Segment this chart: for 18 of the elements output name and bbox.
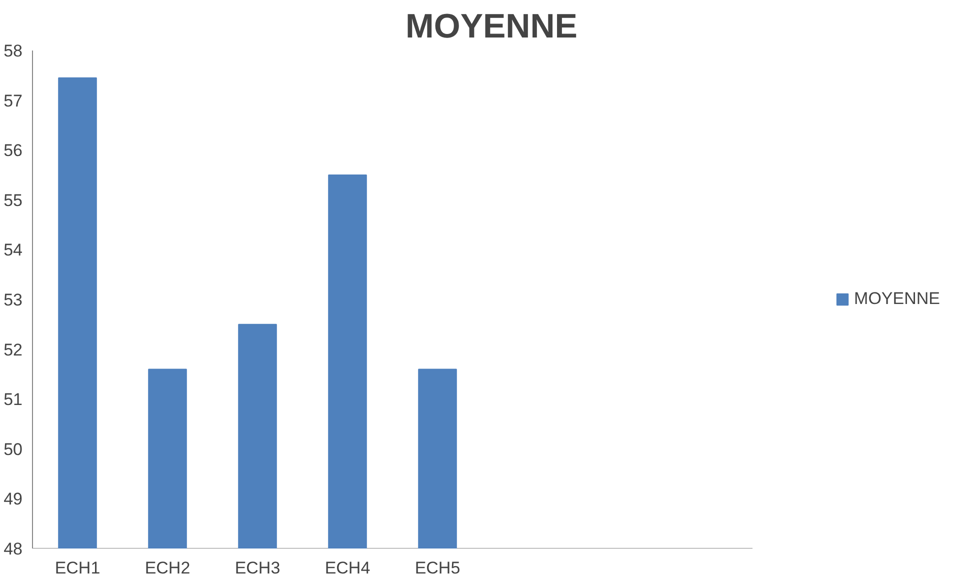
- y-tick-label: 57: [4, 91, 23, 110]
- y-tick-label: 48: [4, 540, 23, 558]
- y-tick-label: 51: [4, 390, 23, 410]
- y-tick-label: 50: [4, 440, 23, 459]
- y-tick-label: 58: [4, 42, 23, 60]
- legend-label: MOYENNE: [854, 289, 940, 309]
- y-tick-label: 52: [4, 340, 23, 360]
- x-tick-label: ECH3: [234, 558, 280, 578]
- x-tick-label: ECH1: [54, 558, 100, 578]
- x-tick-label: ECH4: [324, 558, 370, 578]
- y-tick-label: 53: [4, 290, 23, 310]
- y-tick-label: 54: [4, 240, 23, 260]
- y-tick-label: 49: [4, 490, 23, 509]
- y-tick-label: 55: [4, 190, 23, 210]
- x-tick-label: ECH2: [144, 558, 190, 578]
- chart-title: MOYENNE: [406, 8, 578, 46]
- x-tick-label: ECH5: [414, 558, 460, 578]
- y-tick-label: 56: [4, 141, 23, 160]
